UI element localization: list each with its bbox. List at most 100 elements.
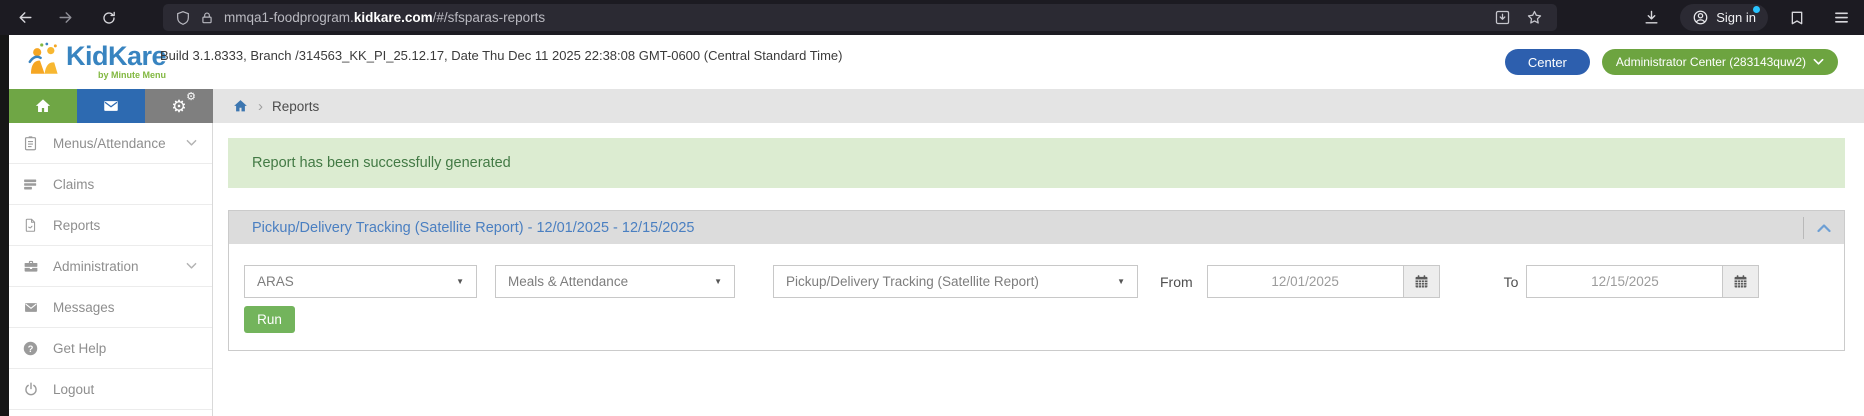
admin-center-label: Administrator Center (283143quw2)	[1615, 55, 1806, 69]
lock-icon	[202, 11, 212, 23]
sidebar-item-label: Reports	[53, 217, 101, 233]
calendar-icon	[1415, 275, 1428, 288]
select-caret-icon: ▼	[714, 277, 722, 286]
home-icon	[35, 99, 51, 112]
sidebar-item-label: Menus/Attendance	[53, 135, 166, 151]
save-page-button[interactable]	[1491, 9, 1513, 26]
breadcrumb: › Reports	[213, 89, 1864, 123]
to-date-group: 12/15/2025	[1526, 265, 1760, 298]
panel-collapse-button[interactable]	[1804, 211, 1844, 244]
sidebar-item-menus-attendance[interactable]: Menus/Attendance	[0, 123, 212, 164]
url-text: mmqa1-foodprogram.kidkare.com/#/sfsparas…	[224, 10, 546, 25]
run-report-button[interactable]: Run	[244, 306, 295, 333]
browser-forward-button[interactable]	[50, 3, 80, 32]
to-label: To	[1503, 273, 1519, 290]
save-to-pocket-icon	[1495, 10, 1509, 25]
select-caret-icon: ▼	[1117, 277, 1125, 286]
tab-settings[interactable]: ⚙ ⚙	[145, 89, 213, 123]
tab-home[interactable]	[9, 89, 77, 123]
report-panel-body: ARAS ▼ Meals & Attendance ▼ Pickup/Deliv…	[229, 244, 1844, 350]
sponsor-select-value: ARAS	[257, 274, 294, 289]
envelope-icon	[104, 101, 118, 111]
breadcrumb-current: Reports	[272, 98, 320, 114]
list-bars-icon	[21, 176, 40, 193]
logo-text-block: KidKare by Minute Menu	[66, 41, 167, 80]
panel-header-divider	[1803, 216, 1804, 239]
report-filter-row: ARAS ▼ Meals & Attendance ▼ Pickup/Deliv…	[229, 244, 1844, 298]
report-panel-header: Pickup/Delivery Tracking (Satellite Repo…	[229, 211, 1844, 244]
sidebar-item-claims[interactable]: Claims	[0, 164, 212, 205]
report-type-value: Pickup/Delivery Tracking (Satellite Repo…	[786, 274, 1039, 289]
extensions-button[interactable]	[1782, 3, 1812, 32]
forward-arrow-icon	[58, 12, 72, 23]
sidebar-tab-strip: ⚙ ⚙	[9, 89, 213, 123]
download-icon	[1645, 10, 1658, 24]
sidebar-item-messages[interactable]: Messages	[0, 287, 212, 328]
from-date-group: 12/01/2025	[1206, 265, 1440, 298]
help-circle-icon: ?	[21, 340, 40, 357]
sidebar-item-label: Get Help	[53, 340, 107, 356]
sidebar-item-administration[interactable]: Administration	[0, 246, 212, 287]
build-info-text: Build 3.1.8333, Branch /314563_KK_PI_25.…	[160, 48, 843, 63]
admin-center-dropdown[interactable]: Administrator Center (283143quw2)	[1601, 49, 1838, 75]
star-icon	[1527, 10, 1541, 24]
calendar-icon	[1735, 275, 1747, 288]
sidebar-item-reports[interactable]: Reports	[0, 205, 212, 246]
sidebar-item-label: Administration	[53, 258, 139, 274]
bookmark-star-button[interactable]	[1523, 9, 1545, 26]
report-category-value: Meals & Attendance	[508, 274, 629, 289]
browser-back-button[interactable]	[10, 3, 40, 32]
from-date-calendar-button[interactable]	[1402, 266, 1439, 297]
kidkare-logo[interactable]: KidKare by Minute Menu	[26, 41, 167, 80]
window-left-edge	[0, 35, 9, 416]
breadcrumb-home-icon[interactable]	[232, 98, 249, 114]
sidebar-item-logout[interactable]: Logout	[0, 369, 212, 410]
to-date-calendar-button[interactable]	[1722, 266, 1759, 297]
back-arrow-icon	[18, 12, 32, 23]
gear-icon: ⚙	[171, 96, 187, 116]
to-date-input[interactable]: 12/15/2025	[1527, 266, 1723, 297]
gear-small-icon: ⚙	[186, 91, 196, 103]
center-button[interactable]: Center	[1504, 49, 1590, 75]
browser-sign-in-button[interactable]: Sign in	[1680, 4, 1768, 31]
url-address-bar[interactable]: mmqa1-foodprogram.kidkare.com/#/sfsparas…	[163, 4, 1557, 31]
browser-reload-button[interactable]	[94, 3, 124, 32]
downloads-button[interactable]	[1636, 3, 1666, 32]
report-panel: Pickup/Delivery Tracking (Satellite Repo…	[228, 210, 1845, 351]
tracking-shield-icon	[177, 10, 189, 25]
briefcase-icon	[21, 258, 40, 275]
success-alert: Report has been successfully generated	[228, 138, 1845, 188]
browser-toolbar: mmqa1-foodprogram.kidkare.com/#/sfsparas…	[0, 0, 1864, 35]
sidebar-item-get-help[interactable]: ? Get Help	[0, 328, 212, 369]
notification-dot	[1753, 6, 1760, 13]
sign-in-label: Sign in	[1716, 10, 1756, 25]
chevron-up-icon	[1817, 223, 1831, 232]
browser-menu-button[interactable]	[1826, 3, 1856, 32]
sponsor-select[interactable]: ARAS ▼	[244, 265, 477, 298]
extensions-icon	[1791, 11, 1803, 24]
chevron-down-icon	[1813, 58, 1824, 65]
kidkare-logo-figures-icon	[28, 42, 58, 74]
browser-toolbar-right: Sign in	[1636, 3, 1856, 32]
envelope-icon	[21, 300, 40, 315]
main-content: Report has been successfully generated P…	[213, 123, 1864, 416]
logo-wordmark: KidKare	[66, 41, 167, 71]
from-label: From	[1160, 273, 1193, 290]
reload-icon	[103, 11, 115, 24]
chevron-down-icon	[186, 262, 197, 270]
success-alert-text: Report has been successfully generated	[252, 155, 511, 171]
from-date-input[interactable]: 12/01/2025	[1207, 266, 1403, 297]
tab-messages[interactable]	[77, 89, 145, 123]
report-type-select[interactable]: Pickup/Delivery Tracking (Satellite Repo…	[773, 265, 1138, 298]
app-header: KidKare by Minute Menu Build 3.1.8333, B…	[0, 35, 1864, 89]
header-right-controls: Center Administrator Center (283143quw2)	[1504, 49, 1838, 75]
chevron-down-icon	[186, 139, 197, 147]
sidebar-item-label: Claims	[53, 176, 95, 192]
account-person-icon	[1693, 10, 1708, 25]
power-icon	[21, 381, 40, 398]
report-file-icon	[21, 216, 40, 234]
report-category-select[interactable]: Meals & Attendance ▼	[495, 265, 735, 298]
sidebar-item-label: Messages	[53, 299, 115, 315]
select-caret-icon: ▼	[456, 277, 464, 286]
